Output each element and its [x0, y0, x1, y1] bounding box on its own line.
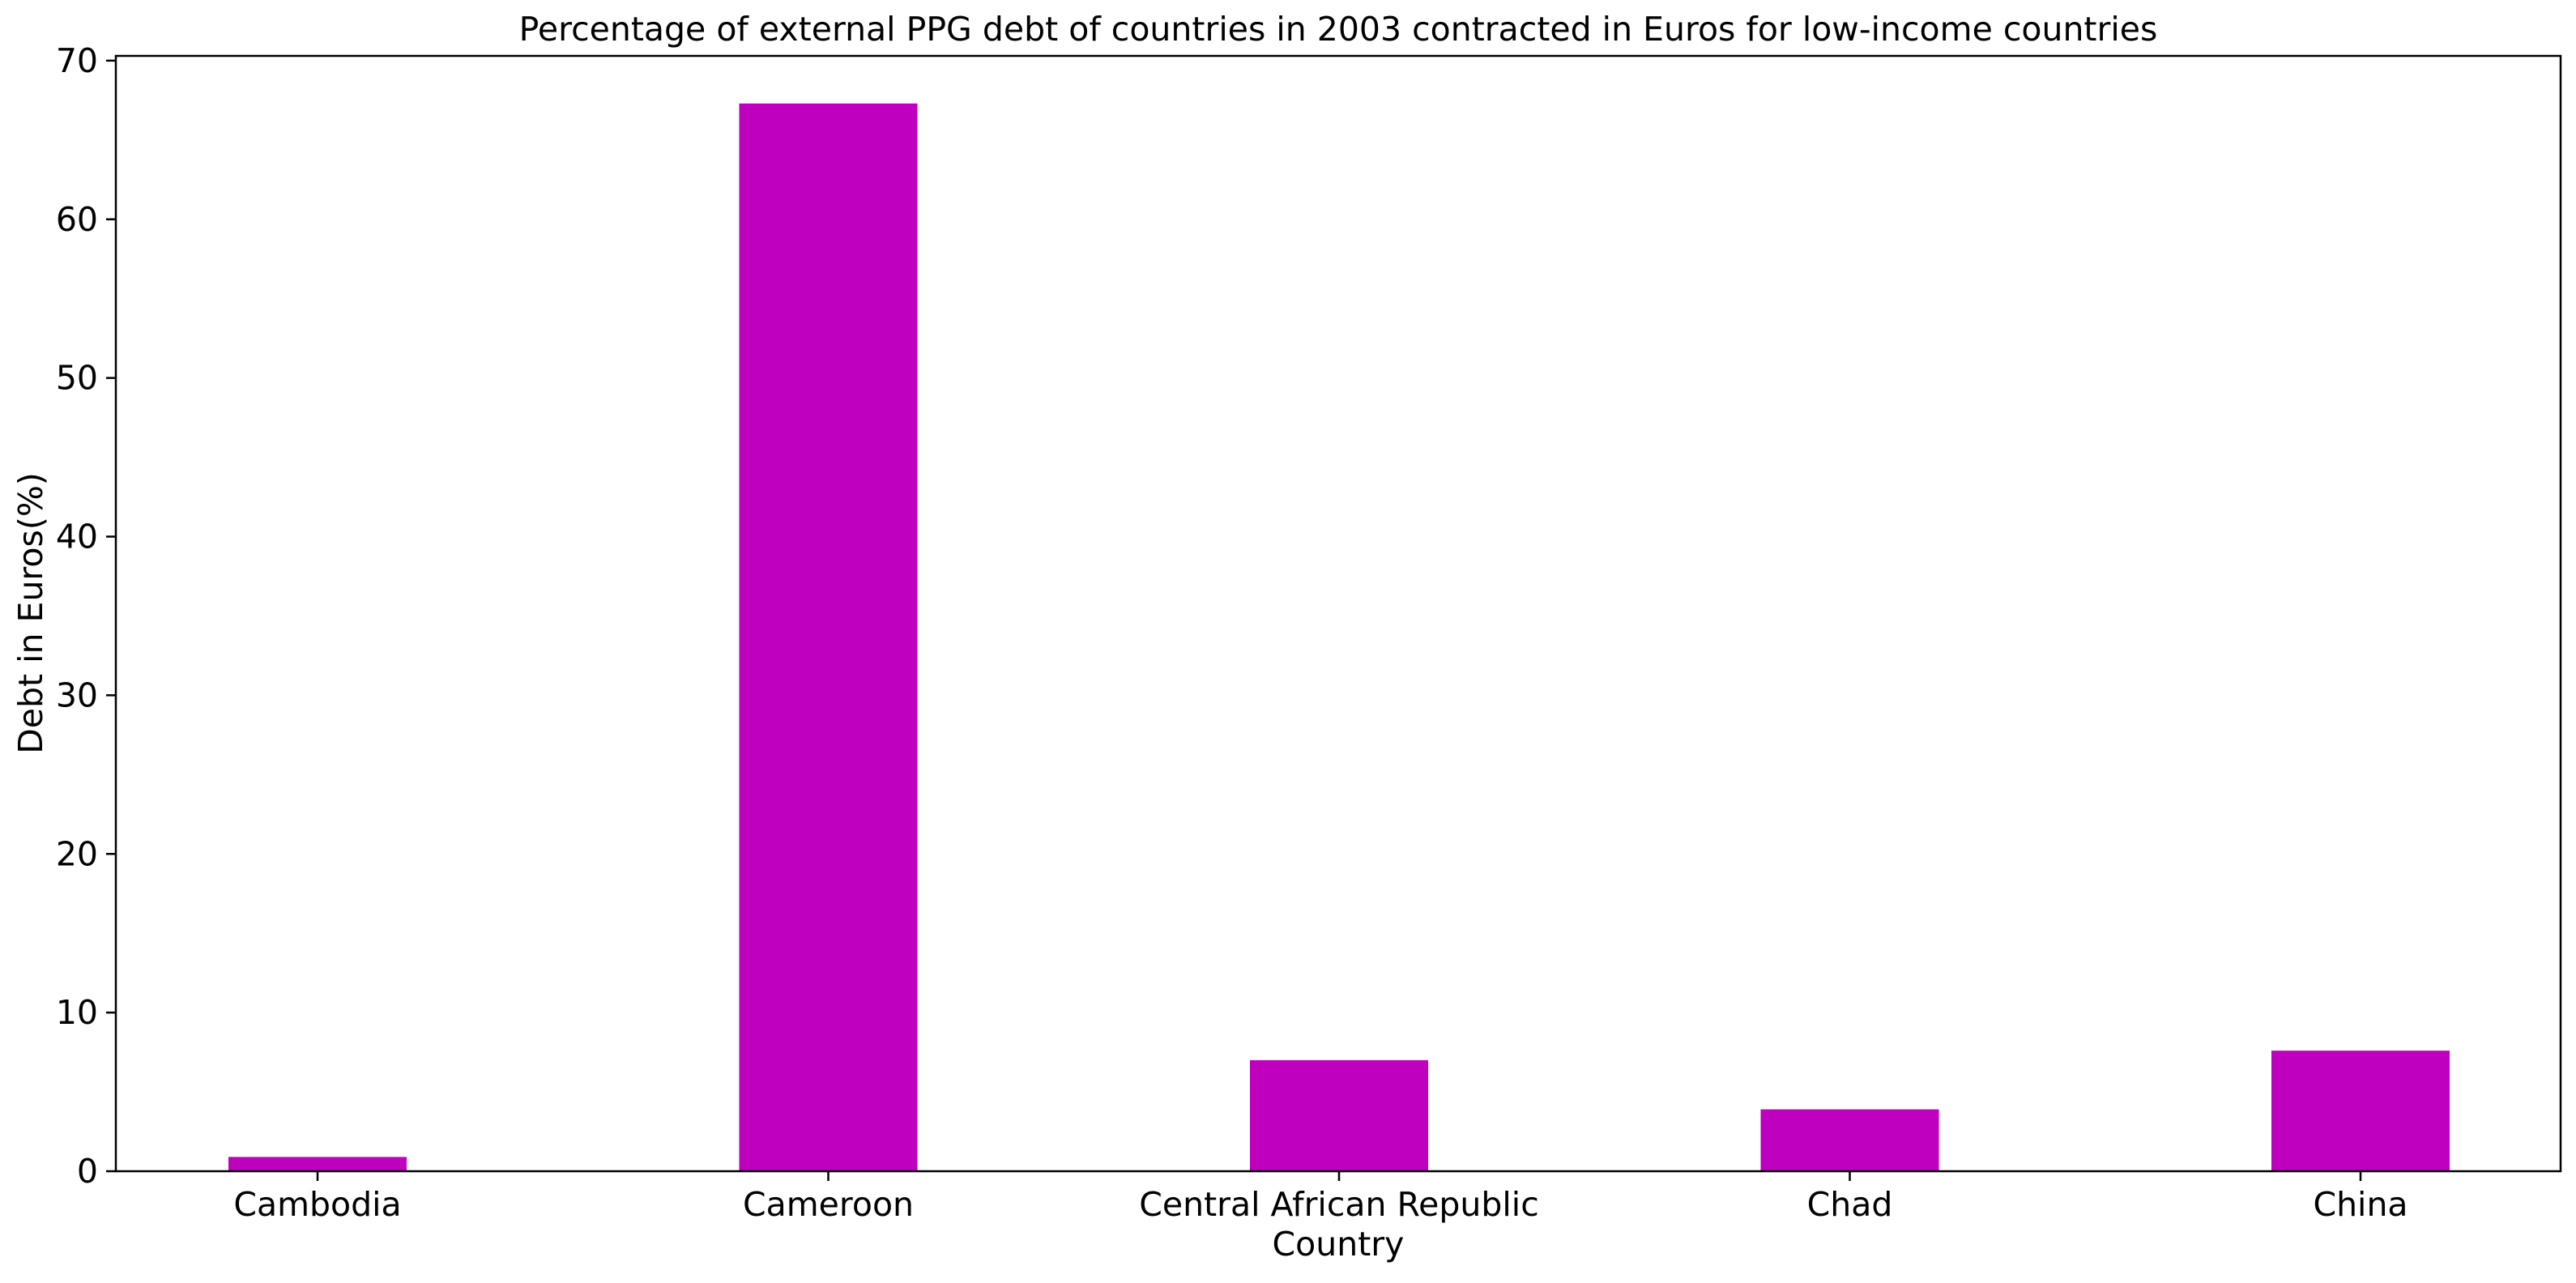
y-tick-label: 60	[56, 200, 98, 239]
x-axis: Cambodia Cameroon Central African Republic…	[233, 1171, 2408, 1224]
y-axis: 0 10 20 30 40 50 60 70	[56, 41, 116, 1191]
y-tick-label: 50	[56, 359, 98, 398]
y-tick-label: 40	[56, 518, 98, 556]
x-axis-label: Country	[1273, 1225, 1405, 1264]
bar-chad	[1760, 1109, 1939, 1171]
x-tick-label: China	[2313, 1185, 2408, 1224]
bar-cambodia	[228, 1157, 407, 1171]
bar-cameroon	[739, 103, 918, 1171]
plot-frame	[114, 54, 2562, 1173]
y-tick-label: 0	[77, 1152, 98, 1191]
chart-title: Percentage of external PPG debt of count…	[519, 10, 2158, 49]
y-tick-label: 20	[56, 834, 98, 873]
y-tick-label: 70	[56, 41, 98, 80]
x-tick-label: Cambodia	[233, 1185, 401, 1224]
bar-china	[2271, 1051, 2450, 1171]
bar-central-african-republic	[1250, 1059, 1428, 1171]
x-tick-label: Central African Republic	[1139, 1185, 1539, 1224]
x-tick-label: Cameroon	[743, 1185, 914, 1224]
y-axis-label: Debt in Euros(%)	[11, 472, 50, 754]
bars-layer	[228, 103, 2450, 1171]
x-tick-label: Chad	[1807, 1185, 1893, 1224]
y-tick-label: 10	[56, 993, 98, 1032]
y-tick-label: 30	[56, 676, 98, 714]
